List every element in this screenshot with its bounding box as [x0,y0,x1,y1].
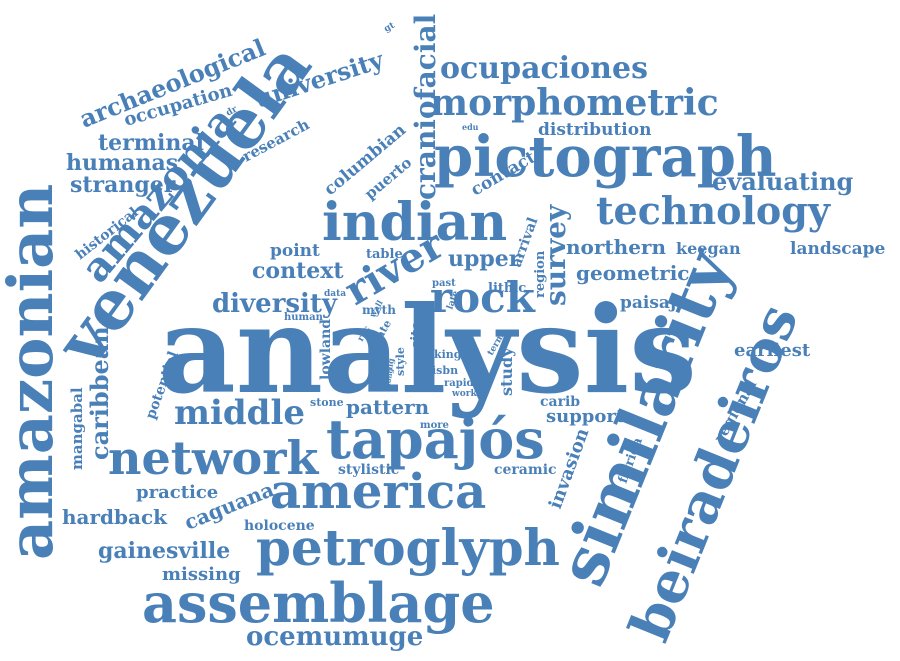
word-human: human [284,312,324,323]
word-past: past [432,278,456,289]
word-indian: indian [322,192,507,253]
word-petroglyph: petroglyph [256,518,560,577]
word-evaluating: evaluating [712,167,854,196]
word-network: network [108,431,319,485]
word-king: king [434,348,462,361]
word-analysis: analysis [158,280,697,421]
word-technology: technology [596,188,831,233]
word-assemblage: assemblage [142,571,495,635]
word-gainesville: gainesville [98,538,230,564]
word-isbn: isbn [432,364,458,377]
word-data: data [324,289,346,299]
word-gt: gt [383,20,398,34]
word-ceramic: ceramic [494,462,557,478]
word-earliest: earliest [734,340,811,361]
word-dr: dr [225,104,240,118]
word-ocupaciones: ocupaciones [440,51,648,86]
word-lithic: lithic [488,281,526,296]
word-caribbean: caribbean [85,326,114,460]
word-mangabal: mangabal [68,387,86,470]
word-hardback: hardback [62,505,168,529]
word-long: long [383,368,395,387]
word-distribution: distribution [538,120,651,140]
word-upper: upper [448,246,521,272]
word-point: point [270,241,320,261]
word-survey: survey [539,204,572,306]
word-stranger: stranger [70,172,176,198]
word-pictograph: pictograph [434,124,777,190]
word-style: style [394,347,407,376]
word-fig: fig [384,357,396,370]
word-terminal: terminal [98,130,204,156]
word-more: more [420,420,449,431]
word-ocemumuge: ocemumuge [246,622,423,652]
word-geometric: geometric [576,261,690,285]
word-practice: practice [136,482,218,503]
word-study: study [497,347,516,396]
word-stylistic: stylistic [338,462,399,478]
word-landscape: landscape [790,239,886,259]
word-edu: edu [462,122,479,132]
word-table: table [366,247,403,262]
word-rock: rock [430,273,536,322]
word-holocene: holocene [244,518,315,534]
word-amazonian: amazonian [0,184,67,560]
word-diversity: diversity [212,289,338,319]
word-craniofacial: craniofacial [409,14,442,200]
word-tapajos: tapajós [326,407,545,471]
word-northern: northern [566,235,666,259]
word-rapid: rapid [444,378,474,389]
word-middle: middle [174,393,305,433]
word-myth: myth [362,303,396,317]
word-missing: missing [162,564,241,585]
word-lowland: lowland [318,319,334,380]
word-context: context [252,258,344,284]
word-humanas: humanas [66,150,178,176]
word-site: site [409,321,424,348]
word-paisaje: paisaje [620,293,687,313]
word-region: region [533,250,548,298]
word-morphometric: morphometric [430,82,719,124]
word-keegan: keegan [676,239,741,258]
word-america: america [270,464,486,520]
word-stone: stone [310,396,344,409]
word-pattern: pattern [346,395,430,419]
word-carib: carib [540,394,580,410]
word-support: support [546,406,625,427]
word-work: work [451,389,477,399]
